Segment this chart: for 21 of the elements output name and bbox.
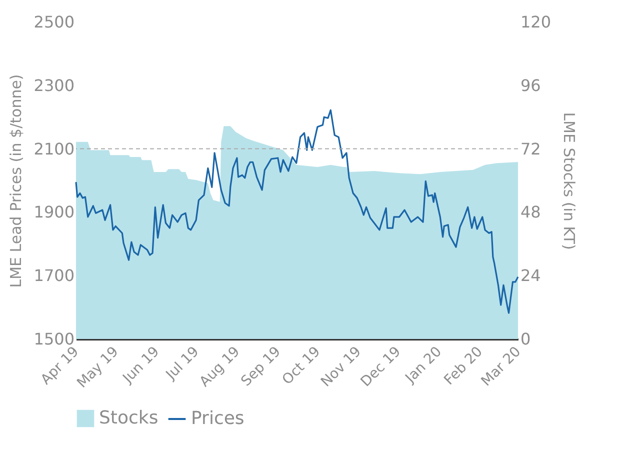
y-tick-label: 2300 — [34, 76, 74, 95]
line-series — [75, 109, 519, 314]
x-tick-label: Jul 19 — [162, 344, 202, 384]
y2-axis-title: LME Stocks (in KT) — [560, 112, 578, 250]
y-tick-label: 1900 — [34, 202, 74, 222]
x-tick-label: Jun 19 — [119, 344, 163, 388]
y-axis-title: LME Lead Prices (in $/tonne) — [6, 74, 25, 288]
y-tick-label: 2100 — [34, 139, 74, 158]
x-tick-label: Sep 19 — [238, 344, 284, 390]
y2-tick-label: 24 — [520, 266, 541, 286]
y2-tick-label: 48 — [520, 202, 541, 222]
y-tick-label: 1700 — [34, 266, 74, 286]
y2-tick-label: 0 — [520, 330, 531, 348]
legend-label: Prices — [191, 408, 244, 429]
legend-label: Stocks — [99, 408, 158, 428]
y2-tick-label: 120 — [520, 12, 552, 32]
y-tick-label: 1500 — [34, 330, 74, 348]
y2-tick-label: 96 — [520, 76, 541, 95]
y2-tick-label: 72 — [520, 139, 541, 158]
y-tick-label: 2500 — [34, 12, 74, 32]
x-tick-label: Jan 20 — [402, 344, 445, 387]
